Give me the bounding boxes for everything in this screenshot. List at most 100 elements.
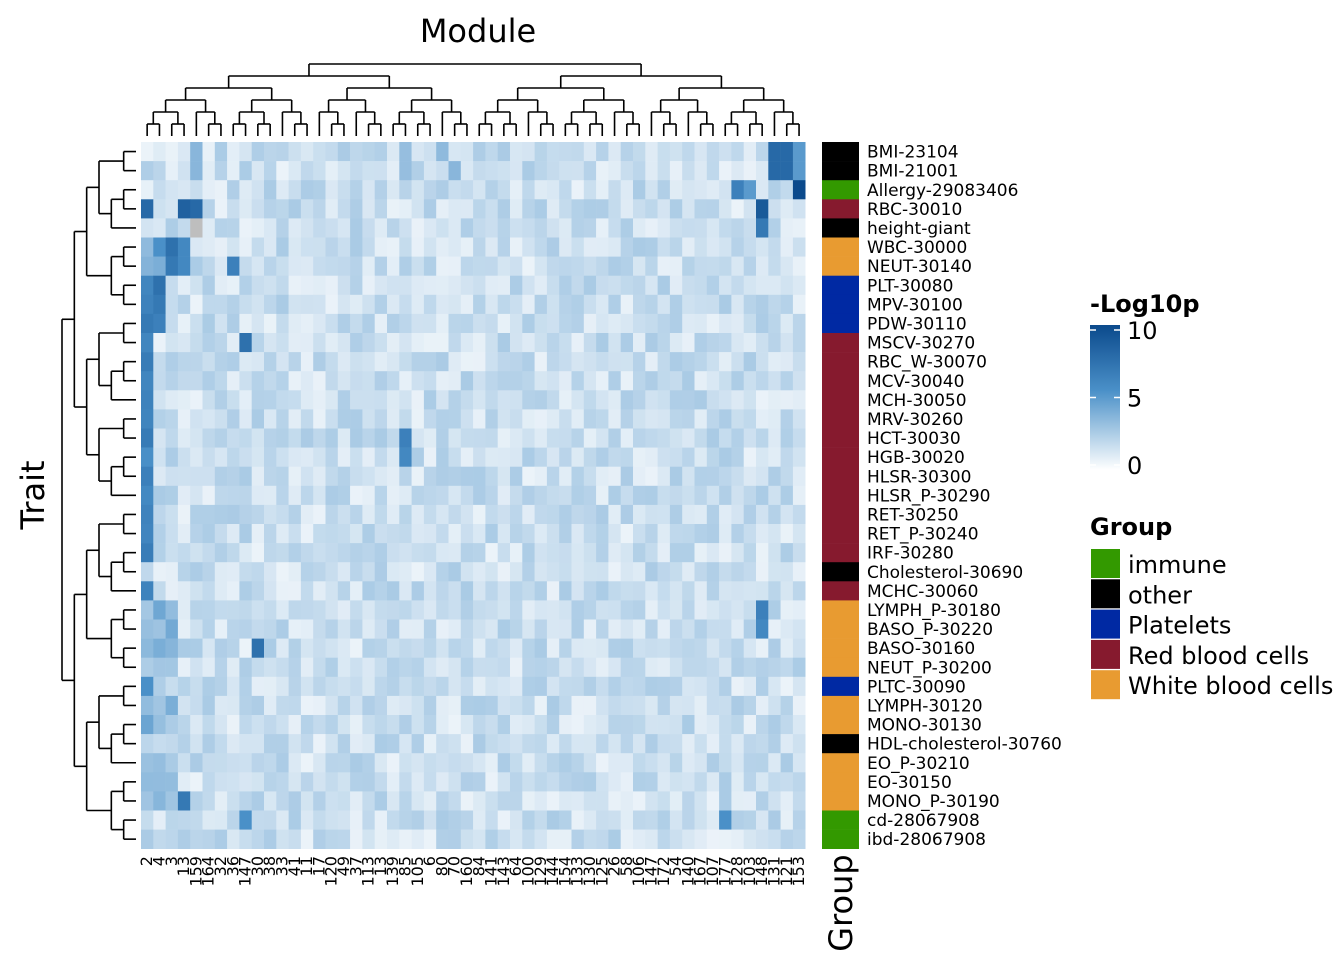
column-label: 113 xyxy=(359,856,378,887)
heatmap-cell xyxy=(251,447,265,467)
heatmap-cell xyxy=(239,428,252,448)
heatmap-cell xyxy=(534,237,548,257)
heatmap-cell xyxy=(633,352,646,372)
heatmap-cell xyxy=(227,237,240,257)
heatmap-cell xyxy=(141,352,154,372)
heatmap-cell xyxy=(423,715,437,735)
heatmap-cell xyxy=(645,428,658,448)
heatmap-cell xyxy=(694,695,708,716)
heatmap-cell xyxy=(288,695,302,716)
heatmap-cell xyxy=(387,333,400,353)
heatmap-cell xyxy=(387,428,400,448)
heatmap-cell xyxy=(743,657,757,678)
heatmap-cell xyxy=(399,676,412,697)
heatmap-cell xyxy=(387,543,400,563)
heatmap-cell xyxy=(657,638,671,658)
heatmap-cell xyxy=(251,676,265,697)
heatmap-cell xyxy=(571,428,585,448)
heatmap-cell xyxy=(300,313,314,334)
heatmap-cell xyxy=(645,161,658,181)
heatmap-cell xyxy=(350,715,363,735)
heatmap-cell xyxy=(313,543,326,563)
heatmap-cell xyxy=(682,218,695,238)
heatmap-cell xyxy=(571,294,585,315)
heatmap-cell xyxy=(239,600,252,620)
heatmap-cell xyxy=(337,447,351,467)
heatmap-cell xyxy=(141,409,154,429)
heatmap-cell xyxy=(337,695,351,716)
heatmap-cell xyxy=(546,218,560,238)
heatmap-cell xyxy=(719,657,732,678)
heatmap-cell xyxy=(423,447,437,467)
heatmap-cell xyxy=(350,485,363,506)
heatmap-cell xyxy=(534,676,548,697)
heatmap-cell xyxy=(227,638,240,658)
heatmap-cell xyxy=(743,829,757,849)
heatmap-cell xyxy=(682,619,695,639)
heatmap-cell xyxy=(780,199,794,219)
row-label: MCHC-30060 xyxy=(867,582,978,602)
heatmap-cell xyxy=(264,409,277,429)
heatmap-cell xyxy=(596,810,609,830)
heatmap-cell xyxy=(436,256,449,276)
heatmap-cell xyxy=(571,657,585,678)
heatmap-cell xyxy=(190,142,203,162)
heatmap-cell xyxy=(423,772,437,792)
heatmap-cell xyxy=(608,619,621,639)
heatmap-cell xyxy=(153,524,166,544)
heatmap-cell xyxy=(756,676,769,697)
heatmap-cell xyxy=(571,371,585,391)
heatmap-cell xyxy=(251,466,265,487)
heatmap-cell xyxy=(190,562,203,582)
heatmap-cell xyxy=(202,619,216,639)
heatmap-cell xyxy=(657,447,671,467)
heatmap-cell xyxy=(165,352,179,372)
heatmap-cell xyxy=(620,256,634,276)
column-label: 58 xyxy=(617,856,636,876)
heatmap-cell xyxy=(719,543,732,563)
heatmap-cell xyxy=(559,562,572,582)
heatmap-cell xyxy=(559,753,572,773)
heatmap-cell xyxy=(239,390,252,410)
heatmap-cell xyxy=(313,829,326,849)
heatmap-cell xyxy=(387,199,400,219)
heatmap-cell xyxy=(522,791,535,811)
heatmap-cell xyxy=(473,409,486,429)
heatmap-cell xyxy=(251,142,265,162)
heatmap-cell xyxy=(473,638,486,658)
heatmap-cell xyxy=(374,562,388,582)
heatmap-cell xyxy=(792,294,806,315)
heatmap-cell xyxy=(706,466,720,487)
heatmap-cell xyxy=(227,600,240,620)
heatmap-cell xyxy=(423,600,437,620)
heatmap-cell xyxy=(743,753,757,773)
heatmap-cell xyxy=(608,313,621,334)
heatmap-cell xyxy=(190,829,203,849)
heatmap-cell xyxy=(522,524,535,544)
heatmap-cell xyxy=(780,695,794,716)
heatmap-cell xyxy=(202,676,216,697)
heatmap-cell xyxy=(756,504,769,525)
heatmap-cell xyxy=(337,161,351,181)
heatmap-cell xyxy=(743,485,757,506)
heatmap-cell xyxy=(276,371,289,391)
heatmap-cell xyxy=(423,390,437,410)
heatmap-cell xyxy=(731,543,744,563)
heatmap-cell xyxy=(448,562,462,582)
heatmap-cell xyxy=(227,313,240,334)
heatmap-cell xyxy=(719,237,732,257)
heatmap-cell xyxy=(559,791,572,811)
heatmap-cell xyxy=(657,619,671,639)
heatmap-cell xyxy=(448,161,462,181)
heatmap-cell xyxy=(583,199,597,219)
heatmap-cell xyxy=(276,333,289,353)
heatmap-cell xyxy=(141,294,154,315)
heatmap-cell xyxy=(473,275,486,296)
heatmap-cell xyxy=(792,829,806,849)
heatmap-cell xyxy=(780,600,794,620)
heatmap-cell xyxy=(436,447,449,467)
heatmap-cell xyxy=(387,275,400,296)
heatmap-cell xyxy=(153,657,166,678)
heatmap-cell xyxy=(300,829,314,849)
heatmap-cell xyxy=(202,428,216,448)
